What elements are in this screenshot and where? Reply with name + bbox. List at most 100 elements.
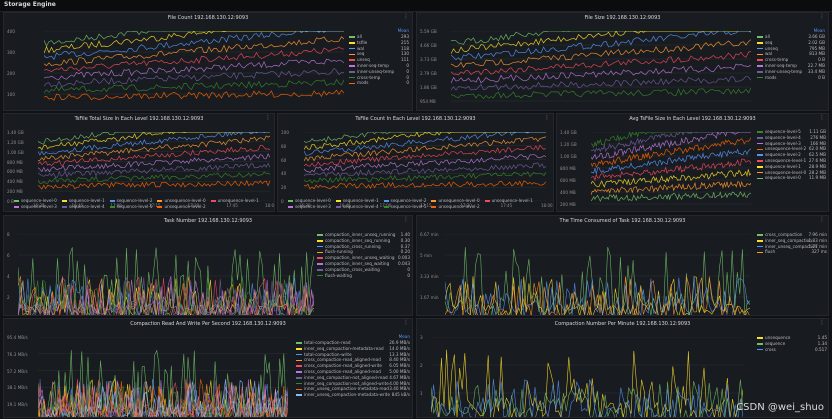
panel-file-count[interactable]: File Count 192.168.130.12:9093 ⋮ 400 300 200… xyxy=(3,12,413,111)
legend-row[interactable]: inner_unseq_compaction 1.77 min xyxy=(757,244,827,250)
legend-row[interactable]: inner_seq_compaction-not_aligned-write 4.… xyxy=(296,381,410,387)
legend-name: mods xyxy=(357,80,369,86)
legend-item[interactable]: sequence-level-1 xyxy=(335,198,379,204)
legend-item[interactable]: sequence-level-5 xyxy=(109,204,152,210)
legend-item[interactable]: unsequence-level-1 xyxy=(484,198,533,204)
legend-item[interactable]: sequence-level-2 xyxy=(383,198,426,204)
plot-area[interactable] xyxy=(38,337,288,417)
legend-row[interactable]: wal 813 MB xyxy=(757,51,825,57)
legend-swatch xyxy=(61,206,67,208)
legend-row[interactable]: inner-unseq-temp 0 xyxy=(349,69,409,75)
panel-task-number[interactable]: Task Number 192.168.130.12:9093⋮8642016:… xyxy=(3,215,413,316)
section-header[interactable]: Storage Engine xyxy=(0,0,832,12)
legend-row[interactable]: unsequence-level-1 27.6 MB xyxy=(757,158,826,164)
legend-row[interactable]: flush-running 0.20 xyxy=(317,249,410,255)
legend-row[interactable]: mods 0 xyxy=(349,80,409,86)
legend-row[interactable]: compaction_cross_running 0.37 xyxy=(317,244,410,250)
legend-item[interactable]: unsequence-level-1 xyxy=(210,198,259,204)
plot-area[interactable] xyxy=(445,234,750,315)
plot-area[interactable] xyxy=(431,337,743,417)
legend-row[interactable]: sequence-level-2 62.5 MB xyxy=(757,152,826,158)
legend-row[interactable]: cross-temp 0 xyxy=(349,75,409,81)
legend-row[interactable]: cross 0.517 xyxy=(757,347,827,353)
legend-row[interactable]: inner_unseq_compaction-metadata-write 845… xyxy=(296,392,410,398)
legend-row[interactable]: inner-unseq-temp 33.4 MB xyxy=(757,69,825,75)
legend-row[interactable]: tsfile 215 xyxy=(349,40,409,46)
legend-item[interactable]: sequence-level-3 xyxy=(14,204,57,210)
legend-row[interactable]: sequence 1.34 xyxy=(757,341,827,347)
panel-avg-tsfile-size[interactable]: Avg TsFile Size In Each Level 192.168.13… xyxy=(556,113,829,212)
panel-menu-icon[interactable]: ⋮ xyxy=(403,13,409,20)
legend-row[interactable]: unsequence-level-0 28.2 MB xyxy=(757,170,826,176)
legend-row[interactable]: cross_compaction 7.96 min xyxy=(757,232,827,238)
panel-menu-icon[interactable]: ⋮ xyxy=(403,319,409,326)
panel-compaction-number[interactable]: Compaction Number Per Minute 192.168.130… xyxy=(416,318,829,418)
panel-tsfile-count-level[interactable]: TsFile Count In Each Level 192.168.130.1… xyxy=(277,113,554,212)
legend-row[interactable]: flush 327 ms xyxy=(757,249,827,255)
legend-item[interactable]: sequence-level-1 xyxy=(61,198,105,204)
legend-row[interactable]: sequence-level-1 28.9 MB xyxy=(757,164,826,170)
legend-row[interactable]: inner_unseq_compaction-metadata-read 3.40… xyxy=(296,386,410,392)
legend-row[interactable]: unseq 111 xyxy=(349,57,409,63)
legend-row[interactable]: all 293 xyxy=(349,34,409,40)
panel-menu-icon[interactable]: ⋮ xyxy=(544,114,550,121)
plot-area[interactable] xyxy=(44,31,344,110)
legend-row[interactable]: all 3.66 GB xyxy=(757,34,825,40)
legend-item[interactable]: unsequence-level-2 xyxy=(157,204,206,210)
legend-row[interactable]: inner-seq-temp 0 xyxy=(349,63,409,69)
legend-row[interactable]: sequence-level-5 1.11 GB xyxy=(757,129,826,135)
plot-area[interactable] xyxy=(304,132,546,201)
legend-row[interactable]: unsequence 1.45 xyxy=(757,335,827,341)
legend-row[interactable]: total-compaction-write 13.3 MB/s xyxy=(296,352,410,358)
legend-row[interactable]: compaction_inner_seq_running 0.30 xyxy=(317,238,410,244)
panel-file-size[interactable]: File Size 192.168.130.12:9093 ⋮ 5.59 GB 4.6… xyxy=(416,12,829,111)
panel-menu-icon[interactable]: ⋮ xyxy=(819,216,825,223)
panel-tsfile-total-size[interactable]: TsFile Total Size In Each Level 192.168.… xyxy=(3,113,275,212)
legend-row[interactable]: inner_seq_compaction-metadata-read 14.0 M… xyxy=(296,346,410,352)
panel-menu-icon[interactable]: ⋮ xyxy=(265,114,271,121)
plot-area[interactable] xyxy=(18,234,314,315)
legend-row[interactable]: inner_seq_compaction-not_aligned-read 4.6… xyxy=(296,375,410,381)
legend-row[interactable]: inner-seq-temp 22.7 MB xyxy=(757,63,825,69)
legend-row[interactable]: wal 118 xyxy=(349,46,409,52)
legend-row[interactable]: unsequence-level-2 62.0 MB xyxy=(757,146,826,152)
legend-row[interactable]: flush-waiting 0 xyxy=(317,273,410,279)
legend-item[interactable]: sequence-level-0 xyxy=(288,198,331,204)
legend-row[interactable]: seq 2.02 GB xyxy=(757,40,825,46)
panel-menu-icon[interactable]: ⋮ xyxy=(819,114,825,121)
legend-item[interactable]: sequence-level-4 xyxy=(61,204,105,210)
legend-row[interactable]: inner_seq_compaction 1.83 min xyxy=(757,238,827,244)
legend-item[interactable]: unsequence-level-0 xyxy=(157,198,206,204)
legend-item[interactable]: sequence-level-2 xyxy=(109,198,152,204)
legend-row[interactable]: compaction_inner_unseq_waiting 0.003 xyxy=(317,255,410,261)
legend-row[interactable]: sequence-level-4 276 MB xyxy=(757,135,826,141)
legend-row[interactable]: unseq 795 MB xyxy=(757,46,825,52)
legend-row[interactable]: cross_compaction-read_aligned-read 8.40 M… xyxy=(296,357,410,363)
legend-row[interactable]: cross_compaction-read_aligned-write 6.05 … xyxy=(296,363,410,369)
legend-item[interactable]: sequence-level-0 xyxy=(14,198,57,204)
panel-compaction-rw[interactable]: Compaction Read And Write Per Second 192… xyxy=(3,318,413,418)
legend-item[interactable]: sequence-level-4 xyxy=(335,204,379,210)
legend-row[interactable]: seq 130 xyxy=(349,51,409,57)
legend-row[interactable]: compaction_cross_waiting 0 xyxy=(317,267,410,273)
plot-area[interactable] xyxy=(591,132,751,211)
panel-menu-icon[interactable]: ⋮ xyxy=(819,13,825,20)
legend-name: sequence-level-0 xyxy=(295,198,331,203)
plot-area[interactable] xyxy=(451,31,751,110)
panel-menu-icon[interactable]: ⋮ xyxy=(403,216,409,223)
legend-row[interactable]: compaction_inner_seq_waiting 0.043 xyxy=(317,261,410,267)
legend-item[interactable]: unsequence-level-0 xyxy=(431,198,480,204)
legend-item[interactable]: unsequence-level-2 xyxy=(431,204,480,210)
panel-menu-icon[interactable]: ⋮ xyxy=(819,319,825,326)
plot-area[interactable] xyxy=(38,132,270,201)
legend-row[interactable]: cross_compaction-read_aligned-read 5.00 M… xyxy=(296,369,410,375)
panel-time-consumed[interactable]: The Time Consumed of Task 192.168.130.12… xyxy=(416,215,829,316)
legend-row[interactable]: cross-temp 0 B xyxy=(757,57,825,63)
legend-item[interactable]: sequence-level-3 xyxy=(288,204,331,210)
legend-row[interactable]: sequence-level-3 166 MB xyxy=(757,141,826,147)
legend-row[interactable]: compaction_inner_unseq_running 1.40 xyxy=(317,232,410,238)
legend-row[interactable]: total-compaction-read 26.9 MB/s xyxy=(296,340,410,346)
legend-row[interactable]: sequence-level-0 11.9 MB xyxy=(757,175,826,181)
legend-item[interactable]: sequence-level-5 xyxy=(383,204,426,210)
legend-row[interactable]: mods 0 B xyxy=(757,75,825,81)
